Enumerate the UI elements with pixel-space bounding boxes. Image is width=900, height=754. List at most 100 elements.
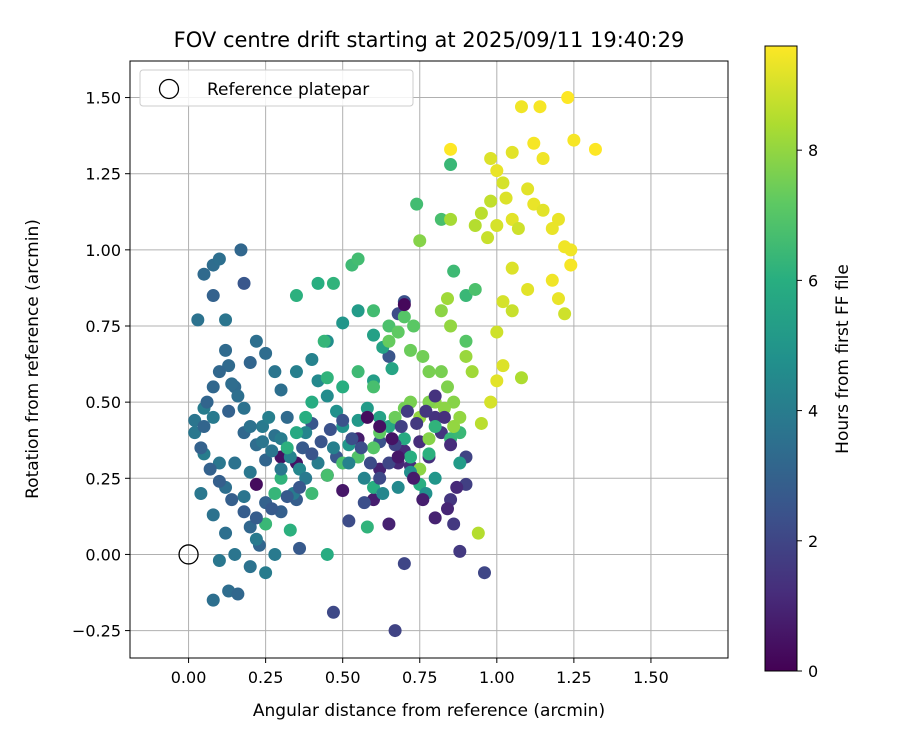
data-point [367, 380, 381, 394]
data-point [237, 276, 251, 290]
data-point [280, 410, 294, 424]
data-point [536, 151, 550, 165]
data-point [505, 145, 519, 159]
data-point [400, 404, 414, 418]
data-point [444, 212, 458, 226]
data-point [434, 212, 448, 226]
legend: Reference platepar [139, 69, 414, 107]
data-point [265, 502, 279, 516]
data-point [477, 566, 491, 580]
x-tick-label: 0.00 [171, 668, 207, 687]
data-point [404, 450, 418, 464]
data-point [305, 395, 319, 409]
data-point [317, 334, 331, 348]
data-point [188, 426, 202, 440]
data-point [243, 356, 257, 370]
data-point [320, 547, 334, 561]
data-point [416, 349, 430, 363]
data-point [558, 307, 572, 321]
y-tick-label: 1.50 [85, 89, 121, 108]
data-point [434, 365, 448, 379]
data-point [249, 532, 263, 546]
data-point [305, 487, 319, 501]
data-point [330, 404, 344, 418]
data-point [373, 471, 387, 485]
data-point [567, 133, 581, 147]
data-point [428, 471, 442, 485]
data-point [505, 261, 519, 275]
chart-title: FOV centre drift starting at 2025/09/11 … [174, 28, 685, 52]
data-point [397, 432, 411, 446]
data-point [274, 462, 288, 476]
data-point [256, 420, 270, 434]
data-point [283, 523, 297, 537]
data-point [305, 447, 319, 461]
data-point [212, 365, 226, 379]
y-tick-label: 1.25 [85, 165, 121, 184]
data-point [299, 410, 313, 424]
data-point [444, 142, 458, 156]
data-point [212, 456, 226, 470]
data-point [323, 423, 337, 437]
data-point [459, 349, 473, 363]
data-point [450, 480, 464, 494]
data-point [505, 304, 519, 318]
data-point [234, 243, 248, 257]
data-point [191, 313, 205, 327]
x-tick-label: 1.25 [556, 668, 592, 687]
data-point [231, 389, 245, 403]
data-point [437, 410, 451, 424]
data-point [289, 289, 303, 303]
data-point [382, 456, 396, 470]
data-point [490, 374, 504, 388]
data-point [299, 426, 313, 440]
colorbar-ticks: 0 2 4 6 8 [797, 141, 818, 681]
x-tick-label: 0.50 [325, 668, 361, 687]
data-point [484, 194, 498, 208]
data-point [588, 142, 602, 156]
data-point [388, 624, 402, 638]
data-point [249, 477, 263, 491]
data-point [468, 282, 482, 296]
data-point [444, 158, 458, 172]
data-point [496, 359, 510, 373]
data-point [194, 441, 208, 455]
data-point [490, 218, 504, 232]
data-point [382, 319, 396, 333]
data-point [289, 426, 303, 440]
data-point [280, 441, 294, 455]
data-point [413, 234, 427, 248]
data-point [490, 325, 504, 339]
data-point [345, 432, 359, 446]
data-point [206, 380, 220, 394]
y-axis-label: Rotation from reference (arcmin) [23, 219, 43, 499]
plot-frame [129, 60, 729, 659]
y-tick-label: 0.50 [85, 393, 121, 412]
data-point [336, 380, 350, 394]
data-point [243, 520, 257, 534]
data-point [428, 511, 442, 525]
data-point [410, 197, 424, 211]
data-point [351, 365, 365, 379]
data-point [357, 471, 371, 485]
data-point [521, 282, 535, 296]
data-point [453, 456, 467, 470]
data-point [336, 413, 350, 427]
data-point [326, 276, 340, 290]
data-point [228, 456, 242, 470]
data-point [280, 490, 294, 504]
data-point [259, 453, 273, 467]
data-point [397, 557, 411, 571]
data-point [219, 343, 233, 357]
colorbar-gradient [764, 45, 798, 672]
data-point [357, 496, 371, 510]
data-point [305, 353, 319, 366]
x-axis-ticks: 0.00 0.25 0.50 0.75 1.00 1.25 1.50 [171, 658, 669, 687]
data-point [391, 480, 405, 494]
colorbar-label: Hours from first FF file [833, 264, 853, 454]
data-point [320, 389, 334, 403]
data-point [243, 465, 257, 479]
data-point [206, 410, 220, 424]
data-point [225, 493, 239, 507]
data-point [514, 100, 528, 114]
